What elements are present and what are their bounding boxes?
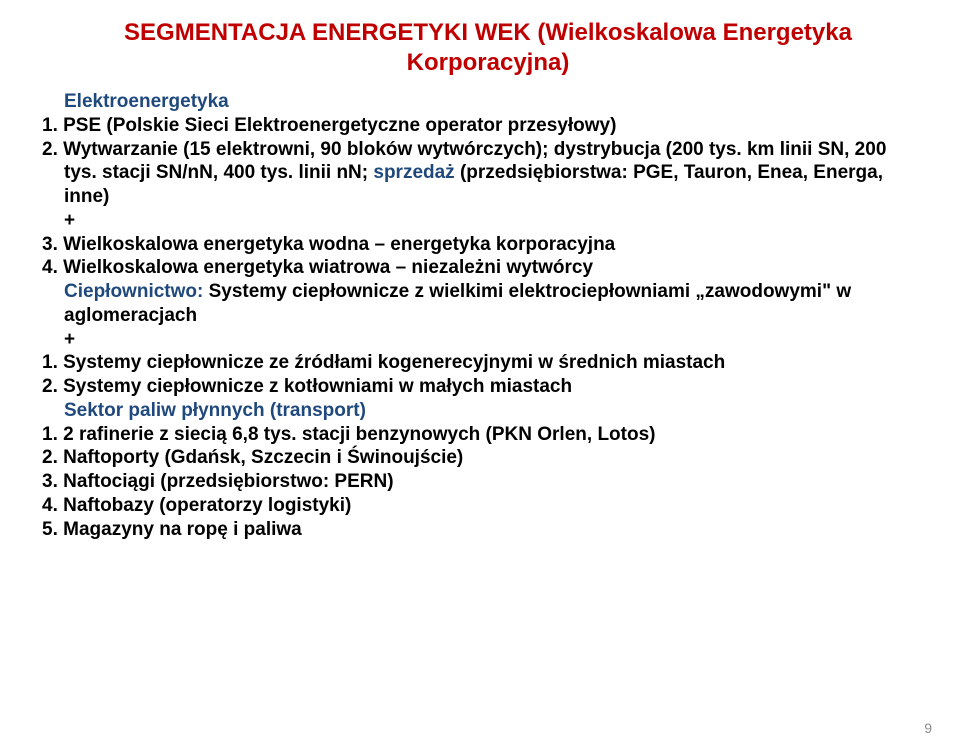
fuel-item-4: 4. Naftobazy (operatorzy logistyki) [64,494,912,518]
heat-item-1: 1. Systemy ciepłownicze ze źródłami koge… [64,351,912,375]
heat-lead-line: Ciepłownictwo: Systemy ciepłownicze z wi… [64,280,912,328]
electro-plus-1: + [64,209,912,233]
heat-heading: Ciepłownictwo: [64,281,203,302]
fuel-item-2: 2. Naftoporty (Gdańsk, Szczecin i Świnou… [64,446,912,470]
fuel-item-5: 5. Magazyny na ropę i paliwa [64,518,912,542]
slide-body: Elektroenergetyka 1. PSE (Polskie Sieci … [64,90,912,541]
fuel-heading: Sektor paliw płynnych (transport) [64,399,912,423]
heat-item-2: 2. Systemy ciepłownicze z kotłowniami w … [64,375,912,399]
electro-item-3: 3. Wielkoskalowa energetyka wodna – ener… [64,233,912,257]
electro-item-2: 2. Wytwarzanie (15 elektrowni, 90 bloków… [64,138,912,209]
fuel-item-3: 3. Naftociągi (przedsiębiorstwo: PERN) [64,470,912,494]
electro-2-sprzedaz: sprzedaż [373,162,454,183]
slide-title: SEGMENTACJA ENERGETYKI WEK (Wielkoskalow… [64,18,912,78]
electro-heading: Elektroenergetyka [64,90,912,114]
electro-item-1: 1. PSE (Polskie Sieci Elektroenergetyczn… [64,114,912,138]
slide-container: SEGMENTACJA ENERGETYKI WEK (Wielkoskalow… [0,0,960,746]
electro-item-4: 4. Wielkoskalowa energetyka wiatrowa – n… [64,256,912,280]
fuel-item-1: 1. 2 rafinerie z siecią 6,8 tys. stacji … [64,423,912,447]
page-number: 9 [924,720,932,736]
heat-plus: + [64,328,912,352]
